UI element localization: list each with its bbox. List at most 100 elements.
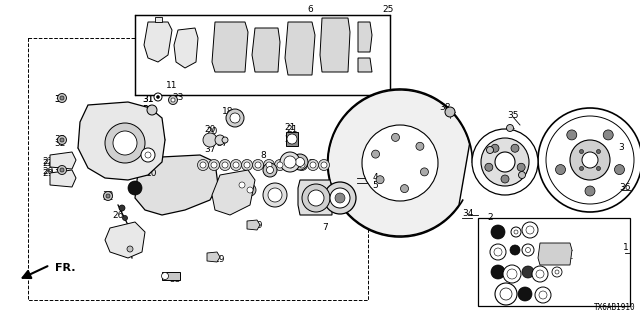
Circle shape — [247, 187, 253, 193]
Circle shape — [526, 226, 534, 234]
Circle shape — [570, 140, 610, 180]
Circle shape — [538, 108, 640, 212]
Text: 7: 7 — [322, 223, 328, 233]
Text: 32: 32 — [54, 94, 66, 103]
Circle shape — [401, 185, 408, 193]
Circle shape — [211, 162, 217, 168]
Text: 32: 32 — [54, 169, 66, 178]
Text: 32: 32 — [54, 135, 66, 145]
Polygon shape — [144, 22, 172, 62]
Polygon shape — [207, 252, 220, 262]
Circle shape — [420, 168, 428, 176]
Text: 21: 21 — [284, 124, 296, 132]
Circle shape — [220, 159, 230, 171]
Circle shape — [491, 225, 505, 239]
Circle shape — [503, 265, 521, 283]
Circle shape — [518, 287, 532, 301]
Circle shape — [233, 162, 239, 168]
Circle shape — [277, 162, 283, 168]
Circle shape — [275, 159, 285, 171]
Text: 25: 25 — [382, 5, 394, 14]
Circle shape — [472, 129, 538, 195]
Circle shape — [511, 144, 519, 152]
Circle shape — [536, 270, 544, 278]
Circle shape — [58, 165, 67, 174]
Text: 29: 29 — [42, 167, 54, 177]
Circle shape — [263, 183, 287, 207]
Text: 20: 20 — [204, 125, 216, 134]
Circle shape — [596, 166, 600, 171]
Circle shape — [147, 105, 157, 115]
Text: 32: 32 — [102, 194, 114, 203]
Text: 4: 4 — [372, 173, 378, 182]
Text: 10: 10 — [147, 169, 157, 178]
Circle shape — [338, 101, 462, 225]
Polygon shape — [247, 220, 260, 230]
Text: 14: 14 — [126, 234, 138, 243]
Text: 28: 28 — [286, 139, 298, 148]
Polygon shape — [78, 102, 165, 180]
Text: 9: 9 — [293, 161, 299, 170]
Circle shape — [285, 159, 296, 171]
Text: 22: 22 — [42, 157, 54, 166]
Text: 19: 19 — [214, 255, 226, 265]
Circle shape — [209, 159, 220, 171]
Circle shape — [614, 164, 625, 175]
Circle shape — [307, 159, 319, 171]
Circle shape — [319, 159, 330, 171]
Text: 32: 32 — [54, 95, 66, 105]
Text: 32: 32 — [102, 191, 114, 201]
Polygon shape — [174, 28, 198, 68]
Text: 27: 27 — [204, 135, 216, 145]
Polygon shape — [320, 18, 350, 72]
Bar — [478, 218, 630, 306]
Circle shape — [495, 283, 517, 305]
Circle shape — [579, 149, 584, 154]
Circle shape — [255, 162, 261, 168]
Text: 21: 21 — [286, 125, 298, 134]
Circle shape — [268, 188, 282, 202]
Circle shape — [236, 179, 248, 191]
Circle shape — [288, 162, 294, 168]
Circle shape — [494, 248, 502, 256]
Circle shape — [215, 135, 225, 145]
Circle shape — [555, 270, 559, 274]
Text: 11: 11 — [166, 81, 178, 90]
Circle shape — [222, 162, 228, 168]
Text: 33: 33 — [169, 276, 180, 284]
Circle shape — [280, 152, 300, 172]
Circle shape — [127, 246, 133, 252]
Circle shape — [253, 159, 264, 171]
Circle shape — [362, 125, 438, 201]
Polygon shape — [50, 152, 76, 169]
Text: 27: 27 — [206, 139, 218, 148]
Circle shape — [539, 291, 547, 299]
Circle shape — [481, 138, 529, 186]
Circle shape — [506, 124, 513, 132]
Text: 24: 24 — [243, 188, 253, 197]
Polygon shape — [298, 180, 332, 215]
Text: 31: 31 — [142, 95, 154, 105]
Circle shape — [579, 166, 584, 171]
Circle shape — [119, 205, 125, 211]
Circle shape — [511, 227, 521, 237]
Text: 3: 3 — [618, 143, 624, 153]
Circle shape — [495, 152, 515, 172]
Circle shape — [445, 107, 455, 117]
Circle shape — [507, 269, 517, 279]
Circle shape — [546, 116, 634, 204]
Text: 5: 5 — [372, 181, 378, 190]
Text: 15: 15 — [262, 190, 274, 199]
Circle shape — [510, 245, 520, 255]
Text: TX6AB1910: TX6AB1910 — [593, 303, 635, 312]
Circle shape — [104, 191, 113, 201]
Circle shape — [299, 162, 305, 168]
Circle shape — [263, 163, 277, 177]
Circle shape — [310, 162, 316, 168]
Circle shape — [113, 131, 137, 155]
Circle shape — [226, 109, 244, 127]
Circle shape — [161, 273, 168, 279]
Circle shape — [501, 175, 509, 183]
Circle shape — [372, 150, 380, 158]
Circle shape — [585, 186, 595, 196]
